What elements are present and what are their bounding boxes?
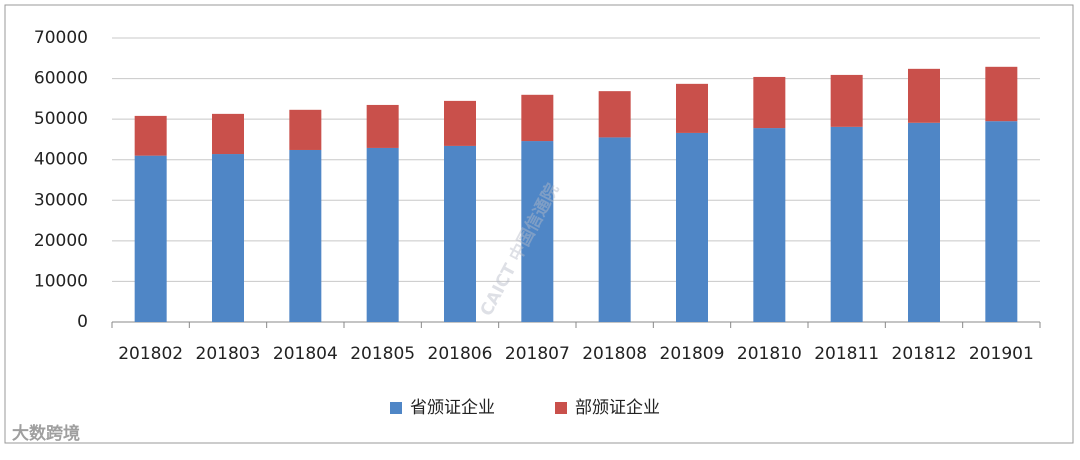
bar-segment [444, 145, 476, 322]
x-tick-label: 201811 [814, 344, 879, 364]
bar-segment [289, 109, 322, 150]
y-tick-label: 0 [77, 312, 88, 332]
bar-segment [830, 126, 863, 322]
x-tick-label: 201806 [428, 344, 493, 364]
y-tick-label: 10000 [34, 271, 88, 291]
x-tick-label: 201808 [582, 344, 647, 364]
bar-segment [908, 68, 940, 123]
legend-label: 部颁证企业 [575, 398, 660, 418]
bar-segment [830, 74, 863, 127]
bar-segment [521, 141, 554, 322]
bar-segment [212, 154, 244, 322]
bar-segment [598, 137, 631, 322]
bar-segment [676, 83, 708, 133]
bar-segment [289, 149, 322, 322]
y-tick-label: 40000 [34, 150, 88, 170]
y-tick-label: 70000 [34, 28, 88, 48]
bar-segment [985, 121, 1018, 323]
bar-segment [212, 113, 244, 155]
watermark: 大数跨境 [12, 423, 80, 444]
y-tick-label: 50000 [34, 109, 88, 129]
x-tick-label: 201803 [196, 344, 261, 364]
bar-segment [908, 122, 940, 323]
y-tick-label: 30000 [34, 190, 88, 210]
bar-segment [985, 66, 1018, 122]
legend-swatch [555, 402, 567, 414]
bar-segment [134, 115, 167, 156]
x-tick-label: 201810 [737, 344, 802, 364]
y-tick-label: 60000 [34, 69, 88, 89]
x-tick-label: 201809 [660, 344, 725, 364]
y-tick-label: 20000 [34, 231, 88, 251]
x-tick-label: 201805 [350, 344, 415, 364]
bar-segment [753, 128, 786, 322]
x-tick-label: 201901 [969, 344, 1034, 364]
bar-segment [753, 76, 786, 129]
x-tick-label: 201804 [273, 344, 338, 364]
bar-segment [366, 147, 399, 322]
x-tick-label: 201807 [505, 344, 570, 364]
plot: 0 10000 20000 30000 40000 50000 60000 70000 2018… [34, 28, 1041, 418]
bar-segment [134, 155, 167, 322]
chart-border [4, 4, 1074, 444]
bar-segment [444, 100, 476, 146]
legend-label: 省颁证企业 [410, 398, 495, 418]
bar-segment [366, 104, 399, 148]
x-tick-label: 201812 [892, 344, 957, 364]
bar-segment [598, 91, 631, 138]
bar-segment [521, 94, 554, 142]
bar-segment [676, 132, 708, 322]
legend-swatch [390, 402, 402, 414]
x-tick-label: 201802 [118, 344, 183, 364]
